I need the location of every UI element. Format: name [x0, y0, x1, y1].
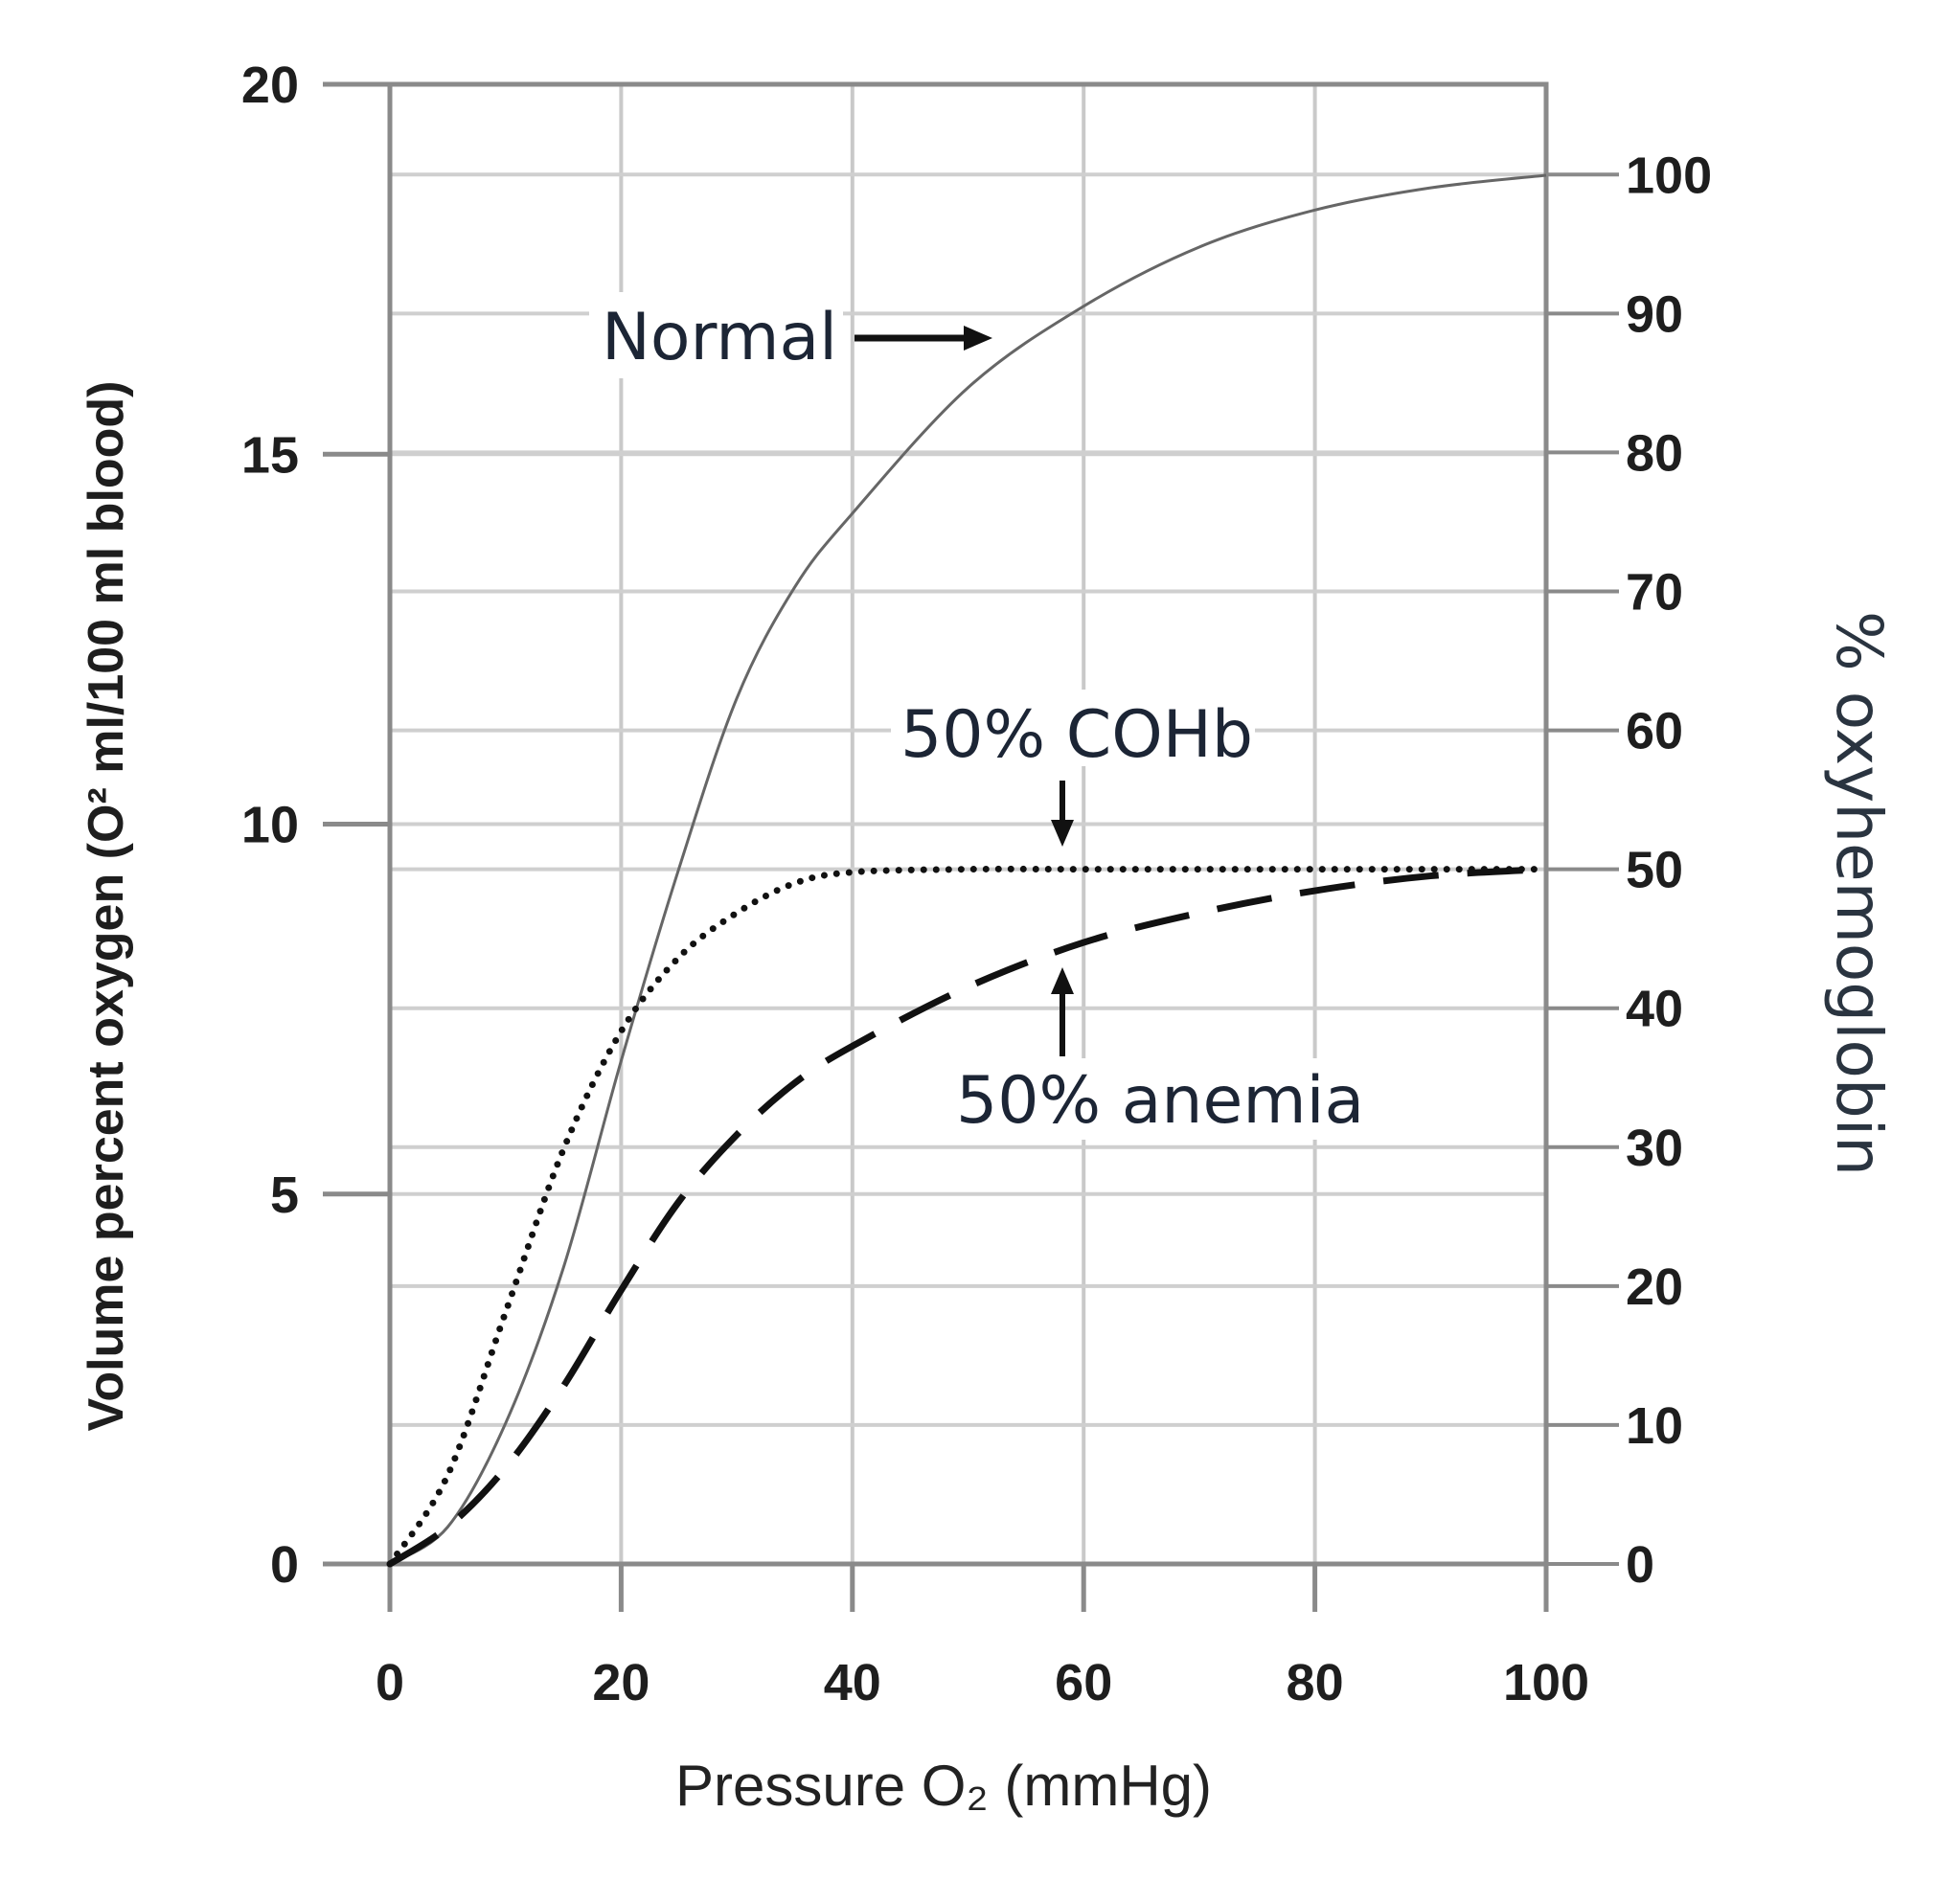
grid	[390, 84, 1546, 1564]
right-y-axis-label: % oxyhemoglobin	[1822, 611, 1896, 1176]
series-50-cohb	[386, 865, 1550, 1568]
y-tick-label: 5	[270, 1167, 299, 1224]
y-tick-label: 15	[241, 426, 299, 484]
label-bg	[891, 690, 1255, 766]
arrow-right-icon	[855, 326, 992, 351]
y-axis-label: Volume percent oxygen (O² ml/100 ml bloo…	[79, 380, 134, 1431]
right-y-tick-label: 70	[1626, 564, 1683, 622]
label-bg	[944, 1058, 1365, 1140]
y-tick-label: 20	[241, 57, 299, 114]
x-tick-label: 80	[1287, 1654, 1344, 1711]
series-normal	[389, 173, 1547, 1566]
x-axis-label: Pressure O₂ (mmHg)	[675, 1754, 1212, 1818]
label-bg	[589, 292, 843, 378]
series-50-anemia	[388, 866, 1547, 1567]
x-tick-label: 0	[376, 1654, 404, 1711]
right-y-tick-label: 0	[1626, 1536, 1654, 1594]
right-y-tick-label: 30	[1626, 1120, 1683, 1177]
right-y-tick-label: 40	[1626, 981, 1683, 1038]
right-y-tick-label: 50	[1626, 842, 1683, 899]
right-y-tick-label: 60	[1626, 703, 1683, 760]
arrow-up-icon	[1051, 967, 1074, 1056]
y-tick-label: 10	[241, 797, 299, 854]
right-y-tick-label: 90	[1626, 285, 1683, 343]
x-tick-label: 60	[1055, 1654, 1112, 1711]
right-y-tick-label: 20	[1626, 1258, 1683, 1316]
annotation-anemia: 50% anemia	[956, 1063, 1364, 1139]
right-y-tick-label: 10	[1626, 1397, 1683, 1455]
x-tick-label: 100	[1503, 1654, 1589, 1711]
y-tick-label: 0	[270, 1536, 299, 1594]
x-tick-label: 20	[592, 1654, 650, 1711]
annotation-cohb: 50% COHb	[900, 697, 1253, 773]
annotation-normal: Normal	[602, 300, 837, 375]
axes: 0 5 10 15 20 0 10 20 30 40 50 60 70 80 90 100 0 20 40 60 80 1…	[241, 57, 1712, 1711]
x-tick-label: 40	[824, 1654, 881, 1711]
right-y-tick-label: 100	[1626, 147, 1712, 204]
arrow-down-icon	[1051, 781, 1074, 847]
curves	[386, 173, 1550, 1568]
right-y-tick-label: 80	[1626, 424, 1683, 482]
